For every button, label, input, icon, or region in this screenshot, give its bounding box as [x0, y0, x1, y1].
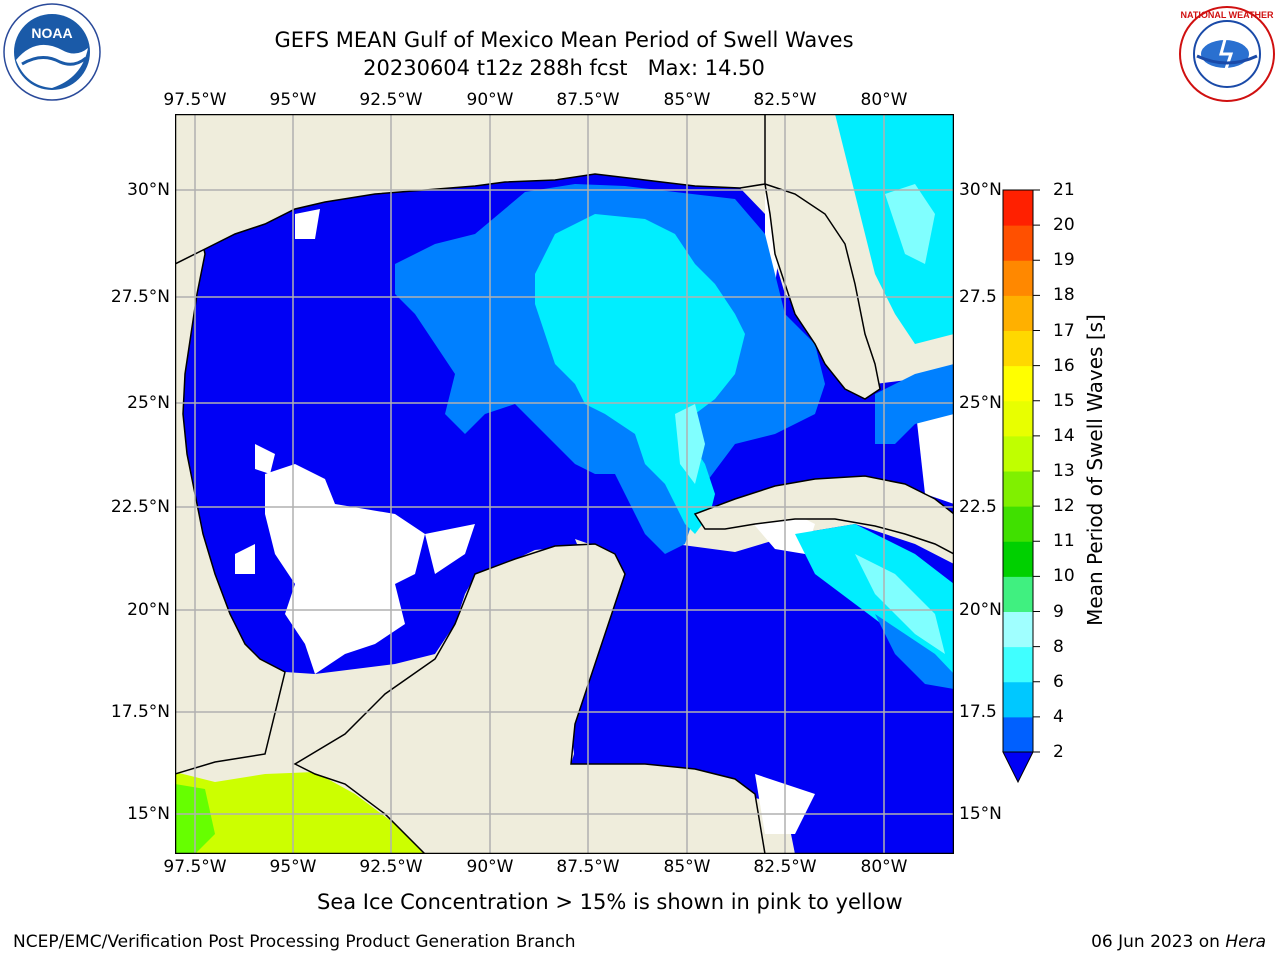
lat-tick-left: 22.5°N [110, 497, 170, 517]
lon-tick-top: 97.5°W [163, 90, 227, 110]
lat-tick-left: 15°N [127, 804, 170, 824]
svg-text:NATIONAL WEATHER: NATIONAL WEATHER [1181, 10, 1274, 20]
colorbar-segment [1003, 506, 1033, 542]
colorbar-tick: 16 [1053, 355, 1075, 376]
footer-date-text: 06 Jun 2023 on [1091, 932, 1226, 952]
colorbar-tick: 2 [1053, 742, 1064, 762]
lat-tick-left: 27.5°N [110, 287, 170, 307]
colorbar-tick: 9 [1053, 601, 1064, 622]
lat-tick-left: 17.5°N [110, 702, 170, 722]
colorbar-segment [1003, 471, 1033, 507]
lat-tick-right: 27.5 [959, 287, 997, 307]
colorbar-tick: 13 [1053, 461, 1075, 481]
lat-tick-left: 20°N [127, 600, 170, 620]
lon-tick-bottom: 92.5°W [359, 857, 423, 877]
colorbar-label: Mean Period of Swell Waves [s] [1083, 314, 1107, 626]
colorbar-segment [1003, 435, 1033, 472]
svg-text:NOAA: NOAA [31, 25, 72, 41]
lon-tick-bottom: 90°W [466, 857, 514, 877]
colorbar-tick: 15 [1053, 390, 1075, 411]
gulf-of-mexico-map [175, 114, 954, 854]
lon-tick-top: 92.5°W [359, 90, 423, 110]
colorbar-segment [1003, 541, 1033, 577]
lon-tick-bottom: 80°W [860, 857, 908, 877]
noaa-logo: NOAA [3, 3, 101, 101]
colorbar-segment [1003, 330, 1033, 367]
lat-tick-right: 17.5 [959, 702, 997, 722]
colorbar-segment [1003, 190, 1033, 226]
lon-tick-top: 82.5°W [753, 90, 817, 110]
colorbar-segment [1003, 611, 1033, 648]
lon-tick-top: 95°W [269, 90, 317, 110]
lon-tick-bottom: 95°W [269, 857, 317, 877]
colorbar-segment [1003, 225, 1033, 261]
colorbar-segment [1003, 716, 1033, 753]
colorbar-tick: 11 [1053, 531, 1075, 552]
lat-tick-right: 22.5 [959, 497, 997, 517]
colorbar-segment [1003, 295, 1033, 331]
colorbar-tick: 19 [1053, 250, 1075, 271]
lat-tick-right: 20°N [959, 600, 1002, 620]
lon-tick-bottom: 97.5°W [163, 857, 227, 877]
mexico-land [175, 114, 286, 775]
lon-tick-bottom: 87.5°W [556, 857, 620, 877]
footer-date: 06 Jun 2023 on Hera [1091, 932, 1266, 952]
lon-tick-bottom: 85°W [663, 857, 711, 877]
florida-land [764, 182, 881, 400]
footer-credit: NCEP/EMC/Verification Post Processing Pr… [13, 932, 576, 952]
footer-host: Hera [1225, 932, 1266, 952]
colorbar-segment [1003, 400, 1033, 437]
colorbar-tick: 10 [1053, 566, 1075, 587]
sea-ice-note: Sea Ice Concentration > 15% is shown in … [317, 890, 903, 914]
lat-tick-left: 25°N [127, 393, 170, 413]
colorbar-tick: 8 [1053, 636, 1064, 657]
colorbar-tick: 18 [1053, 285, 1075, 306]
colorbar-segment [1003, 646, 1033, 683]
colorbar-tick: 17 [1053, 320, 1075, 341]
colorbar-segment [1003, 576, 1033, 612]
colorbar [1002, 189, 1040, 784]
lon-tick-top: 87.5°W [556, 90, 620, 110]
colorbar-tick: 6 [1053, 671, 1064, 692]
lat-tick-right: 30°N [959, 180, 1002, 200]
lon-tick-top: 80°W [860, 90, 908, 110]
graticule [175, 114, 954, 854]
cuba-land [693, 475, 954, 555]
lon-tick-bottom: 82.5°W [753, 857, 817, 877]
colorbar-tick: 20 [1053, 215, 1075, 236]
lon-tick-top: 90°W [466, 90, 514, 110]
colorbar-segment [1003, 260, 1033, 296]
colorbar-tick: 12 [1053, 496, 1075, 517]
us-land [175, 114, 766, 265]
nws-logo: NATIONAL WEATHER [1179, 6, 1275, 102]
map-title: GEFS MEAN Gulf of Mexico Mean Period of … [274, 28, 854, 52]
colorbar-segment [1003, 681, 1033, 718]
colorbar-tick: 4 [1053, 706, 1064, 727]
colorbar-segment [1003, 365, 1033, 402]
lat-tick-right: 25°N [959, 393, 1002, 413]
nodata-region [265, 464, 425, 674]
colorbar-tick: 14 [1053, 425, 1075, 446]
yucatan-land [293, 543, 766, 854]
map-subtitle: 20230604 t12z 288h fcst Max: 14.50 [363, 56, 765, 80]
lat-tick-right: 15°N [959, 804, 1002, 824]
colorbar-tick: 21 [1053, 180, 1075, 200]
lat-tick-left: 30°N [127, 180, 170, 200]
lon-tick-top: 85°W [663, 90, 711, 110]
